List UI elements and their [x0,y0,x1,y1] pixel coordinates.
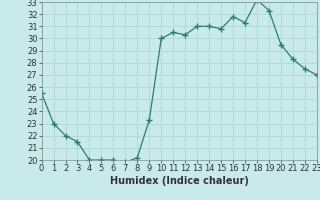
X-axis label: Humidex (Indice chaleur): Humidex (Indice chaleur) [110,176,249,186]
